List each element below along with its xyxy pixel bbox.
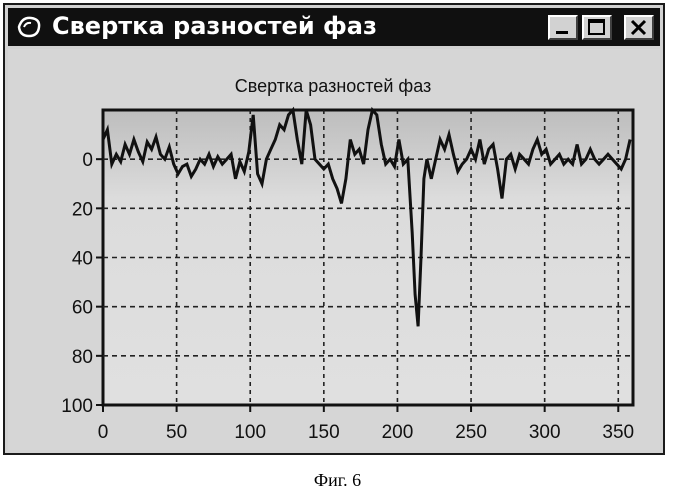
maximize-icon xyxy=(588,19,605,35)
minimize-button[interactable] xyxy=(548,15,578,40)
x-tick-label-3: 150 xyxy=(308,422,340,443)
x-tick-label-6: 300 xyxy=(529,422,561,443)
x-tick-label-7: 350 xyxy=(602,422,634,443)
app-icon xyxy=(17,16,41,38)
x-tick-label-1: 50 xyxy=(166,422,187,443)
x-tick-label-0: 0 xyxy=(98,422,109,443)
y-tick-label-0: 0 xyxy=(82,150,93,171)
x-axis-ticks: 0 50 100 150 200 250 300 350 xyxy=(98,405,634,443)
x-tick-label-4: 200 xyxy=(382,422,414,443)
y-axis-ticks: 0 20 40 60 80 100 xyxy=(61,150,103,417)
y-tick-label-4: 80 xyxy=(72,347,93,368)
figure-caption: Фиг. 6 xyxy=(313,470,362,490)
series-line-0 xyxy=(101,106,632,327)
phase-difference-chart: Свертка разностей фаз 0 50 100 150 200 250 300… xyxy=(61,76,635,443)
x-tick-label-2: 100 xyxy=(234,422,266,443)
close-button[interactable] xyxy=(624,15,654,40)
close-icon xyxy=(630,19,647,36)
series-layer xyxy=(101,106,632,327)
chart-title: Свертка разностей фаз xyxy=(235,76,432,96)
grid-lines xyxy=(103,110,633,405)
y-tick-label-5: 100 xyxy=(61,396,93,417)
window-title: Свертка разностей фаз xyxy=(52,12,377,40)
y-tick-label-2: 40 xyxy=(72,249,93,270)
minimize-icon xyxy=(556,31,568,34)
title-bar[interactable]: Свертка разностей фаз xyxy=(8,8,660,46)
y-tick-label-3: 60 xyxy=(72,298,93,319)
y-tick-label-1: 20 xyxy=(72,199,93,220)
x-tick-label-5: 250 xyxy=(455,422,487,443)
maximize-button[interactable] xyxy=(582,15,612,40)
